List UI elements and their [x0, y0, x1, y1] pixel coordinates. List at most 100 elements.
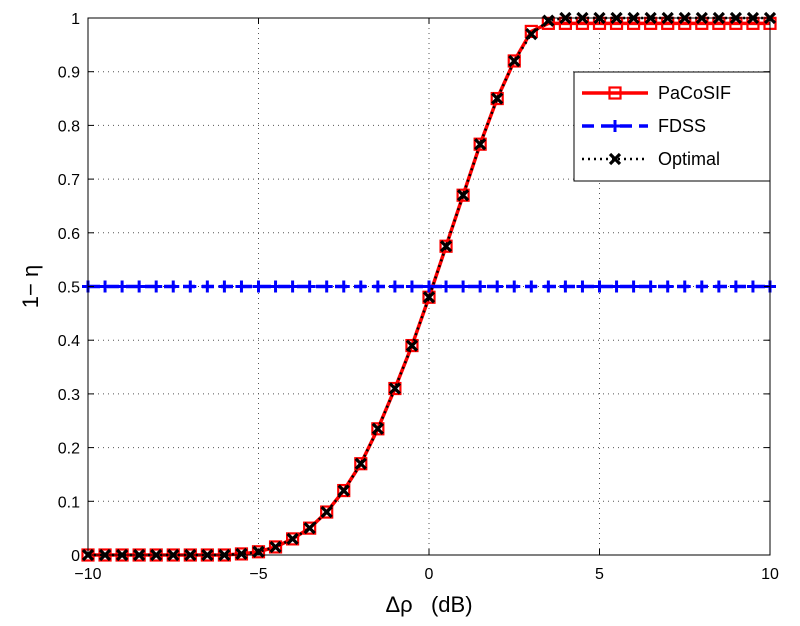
data-point	[320, 280, 333, 293]
data-point	[661, 280, 674, 293]
data-point	[388, 381, 402, 396]
data-point	[423, 280, 435, 293]
data-point	[576, 280, 589, 293]
data-point	[525, 27, 538, 41]
data-point	[388, 382, 402, 395]
data-point	[337, 280, 350, 293]
y-tick-label: 0.5	[58, 280, 80, 297]
data-point	[405, 280, 418, 293]
data-point	[559, 280, 572, 293]
legend: PaCoSIF FDSS Optimal	[573, 71, 771, 182]
legend-entry-fdss: FDSS	[582, 116, 706, 136]
data-point	[491, 92, 504, 105]
data-point	[167, 280, 180, 293]
data-point	[439, 239, 453, 253]
data-point	[320, 505, 334, 519]
data-point	[695, 280, 708, 293]
data-point	[525, 280, 538, 293]
data-point	[712, 280, 725, 293]
data-point	[405, 339, 419, 352]
data-point	[371, 422, 384, 435]
data-point	[491, 280, 504, 293]
data-point	[473, 137, 487, 151]
data-point	[184, 280, 197, 293]
data-point	[627, 280, 640, 293]
data-point	[644, 280, 657, 293]
data-point	[252, 280, 265, 293]
data-point	[354, 280, 367, 293]
data-point	[218, 280, 231, 293]
data-point	[269, 280, 282, 293]
data-point	[729, 280, 742, 293]
data-point	[507, 54, 521, 68]
data-point	[150, 280, 163, 293]
data-point	[371, 280, 384, 293]
data-point	[508, 54, 521, 68]
data-point	[456, 189, 470, 202]
data-point	[388, 280, 401, 293]
y-tick-label: 1	[71, 11, 80, 28]
data-point	[610, 280, 623, 293]
axis-ticks: −10 −5 0 5 10 0 0.1 0.2 0.3 0.4 0.5 0.6 0.7 0.8 0.9 1	[58, 11, 779, 583]
legend-label: FDSS	[658, 116, 706, 136]
data-point	[133, 280, 146, 293]
data-point	[474, 138, 487, 151]
x-tick-label: −5	[249, 566, 267, 583]
data-point	[286, 280, 299, 293]
data-point	[746, 280, 759, 293]
data-point	[251, 545, 266, 559]
data-point	[456, 188, 470, 202]
data-point	[201, 280, 214, 293]
legend-label: PaCoSIF	[658, 83, 731, 103]
y-tick-label: 0.6	[58, 226, 80, 243]
data-point	[440, 280, 453, 293]
data-point	[235, 280, 248, 293]
data-point	[439, 240, 453, 253]
data-point	[116, 280, 129, 293]
data-point	[303, 280, 316, 293]
data-point	[405, 338, 419, 353]
y-tick-label: 0.8	[58, 118, 80, 135]
legend-label: Optimal	[658, 149, 720, 169]
y-tick-label: 0	[71, 548, 80, 565]
data-point	[593, 280, 606, 293]
data-point	[99, 280, 112, 293]
data-point	[490, 91, 504, 106]
data-point	[286, 532, 299, 546]
data-point	[542, 14, 555, 27]
legend-entry-pacosif: PaCoSIF	[582, 83, 731, 103]
data-point	[268, 540, 283, 554]
y-axis-label: 1− η	[18, 265, 43, 308]
data-point	[354, 457, 367, 470]
data-point	[542, 280, 555, 293]
data-point	[269, 540, 282, 554]
y-tick-label: 0.4	[58, 333, 80, 350]
legend-swatch-marker	[608, 152, 622, 166]
data-point	[524, 24, 538, 39]
x-tick-label: 10	[761, 566, 779, 583]
y-tick-label: 0.3	[58, 387, 80, 404]
y-tick-label: 0.9	[58, 65, 80, 82]
data-point	[337, 484, 350, 497]
legend-swatch-marker	[608, 86, 622, 100]
x-tick-label: −10	[74, 566, 101, 583]
legend-entry-optimal: Optimal	[582, 149, 720, 169]
y-tick-label: 0.2	[58, 441, 80, 458]
data-point	[354, 457, 368, 471]
data-point	[286, 532, 300, 546]
x-axis-label: Δρ (dB)	[385, 592, 472, 617]
legend-swatch-marker	[609, 120, 621, 132]
data-point	[371, 422, 385, 436]
y-tick-label: 0.1	[58, 494, 80, 511]
data-point	[474, 280, 487, 293]
series-optimal	[81, 11, 777, 562]
x-tick-label: 0	[425, 566, 434, 583]
data-point	[320, 505, 333, 519]
data-point	[457, 280, 470, 293]
data-point	[303, 522, 316, 535]
series-layer	[81, 11, 777, 562]
data-point	[337, 483, 351, 498]
data-point	[235, 547, 248, 561]
data-point	[508, 280, 521, 293]
